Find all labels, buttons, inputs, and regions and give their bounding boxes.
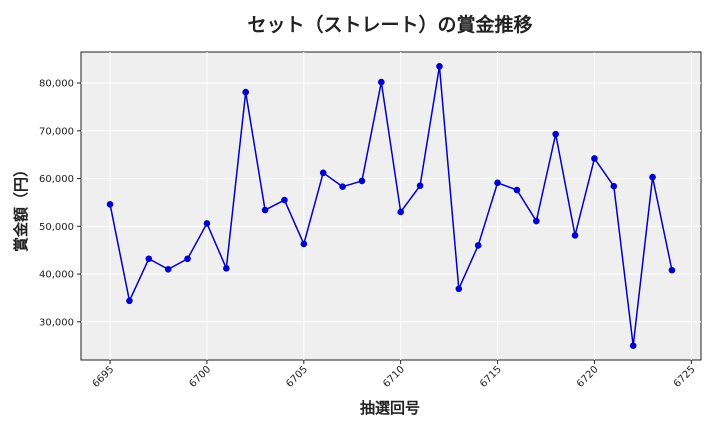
data-point: [223, 265, 230, 272]
data-point: [281, 196, 288, 204]
data-point: [378, 78, 385, 86]
series-line: [109, 66, 673, 346]
data-point: [474, 242, 482, 249]
x-tick-label: 6710: [381, 364, 407, 390]
data-point: [513, 186, 521, 194]
y-axis-label: 賞金額（円）: [12, 162, 30, 252]
data-point: [416, 182, 424, 190]
y-axis-ticks: 30,000 40,000 50,000 60,000 70,000 80,000: [39, 79, 81, 328]
plot-area: [80, 51, 702, 361]
data-point: [339, 183, 346, 190]
x-tick-label: 6725: [672, 364, 698, 390]
data-points: [106, 63, 676, 349]
data-point: [145, 255, 153, 263]
data-point: [261, 206, 269, 214]
data-point: [126, 297, 133, 305]
x-tick-label: 6695: [91, 364, 117, 390]
y-tick-label: 60,000: [39, 174, 74, 185]
grid-lines: [81, 52, 701, 360]
data-point: [300, 240, 308, 248]
x-tick-label: 6715: [478, 364, 504, 390]
x-tick-label: 6720: [575, 364, 601, 390]
x-axis-label: 抽選回号: [360, 399, 420, 417]
data-point: [668, 266, 676, 274]
y-tick-label: 30,000: [39, 317, 74, 328]
x-axis-ticks: 6695 6700 6705 6710 6715 6720 6725: [91, 360, 698, 390]
data-point: [358, 177, 366, 185]
x-tick-label: 6705: [284, 364, 310, 390]
chart-title: セット（ストレート）の賞金推移: [247, 13, 532, 36]
data-point: [184, 255, 191, 263]
data-point: [571, 232, 579, 239]
data-point: [629, 342, 637, 349]
y-tick-label: 40,000: [39, 270, 74, 281]
data-point: [533, 217, 540, 225]
data-point: [591, 155, 598, 162]
data-point: [610, 182, 618, 190]
data-point: [494, 179, 501, 187]
data-point: [397, 208, 404, 216]
data-point: [319, 169, 327, 177]
data-point: [436, 63, 443, 70]
data-point: [203, 220, 211, 227]
y-tick-label: 50,000: [39, 222, 74, 233]
data-point: [106, 201, 114, 208]
y-tick-label: 80,000: [39, 79, 74, 90]
data-point: [455, 285, 463, 293]
data-point: [164, 265, 172, 273]
y-tick-label: 70,000: [39, 126, 74, 137]
data-point: [242, 88, 249, 96]
data-point: [649, 173, 656, 181]
x-tick-label: 6700: [188, 364, 214, 390]
data-point: [552, 130, 559, 138]
